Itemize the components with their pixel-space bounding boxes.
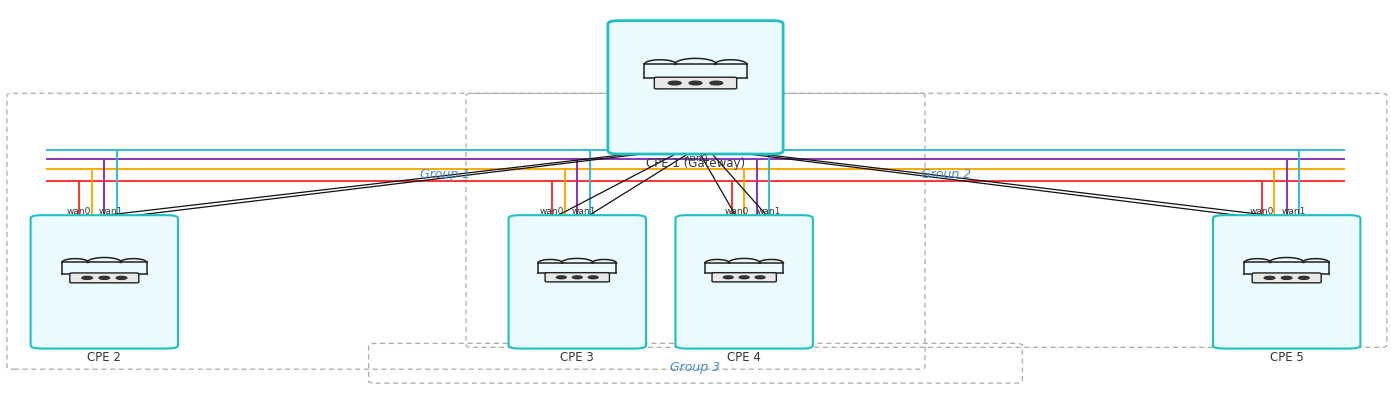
Text: wan1: wan1 bbox=[1281, 207, 1306, 216]
Circle shape bbox=[117, 276, 127, 279]
FancyBboxPatch shape bbox=[608, 21, 783, 154]
Text: wan0: wan0 bbox=[540, 207, 565, 216]
Text: CPE 1 (Gateway): CPE 1 (Gateway) bbox=[645, 157, 746, 170]
Text: Group 3: Group 3 bbox=[670, 361, 721, 374]
Circle shape bbox=[99, 276, 110, 279]
Text: wan0: wan0 bbox=[1249, 207, 1274, 216]
Text: wan1: wan1 bbox=[99, 207, 124, 216]
Circle shape bbox=[755, 276, 765, 279]
Text: CPE 3: CPE 3 bbox=[561, 351, 594, 364]
Text: Group 1: Group 1 bbox=[420, 168, 470, 181]
Circle shape bbox=[82, 276, 92, 279]
Circle shape bbox=[1281, 276, 1292, 279]
Text: wan0: wan0 bbox=[683, 154, 708, 163]
FancyBboxPatch shape bbox=[1213, 215, 1360, 349]
Circle shape bbox=[709, 81, 723, 85]
Text: wan0: wan0 bbox=[725, 207, 750, 216]
Text: CPE 4: CPE 4 bbox=[727, 351, 761, 364]
Circle shape bbox=[588, 276, 598, 279]
Text: Group 2: Group 2 bbox=[921, 168, 971, 181]
Text: wan1: wan1 bbox=[572, 207, 597, 216]
Circle shape bbox=[572, 276, 583, 279]
Text: wan1: wan1 bbox=[757, 207, 782, 216]
FancyBboxPatch shape bbox=[712, 273, 776, 282]
Text: CPE 2: CPE 2 bbox=[88, 351, 121, 364]
FancyBboxPatch shape bbox=[1252, 273, 1321, 283]
Circle shape bbox=[739, 276, 750, 279]
FancyBboxPatch shape bbox=[31, 215, 178, 349]
Circle shape bbox=[1299, 276, 1309, 279]
Circle shape bbox=[689, 81, 702, 85]
Circle shape bbox=[723, 276, 733, 279]
FancyBboxPatch shape bbox=[676, 215, 812, 349]
FancyBboxPatch shape bbox=[509, 215, 645, 349]
Circle shape bbox=[556, 276, 566, 279]
Circle shape bbox=[1264, 276, 1274, 279]
Text: wan0: wan0 bbox=[67, 207, 92, 216]
FancyBboxPatch shape bbox=[70, 273, 139, 283]
FancyBboxPatch shape bbox=[545, 273, 609, 282]
Text: CPE 5: CPE 5 bbox=[1270, 351, 1303, 364]
FancyBboxPatch shape bbox=[654, 77, 737, 89]
Circle shape bbox=[668, 81, 682, 85]
